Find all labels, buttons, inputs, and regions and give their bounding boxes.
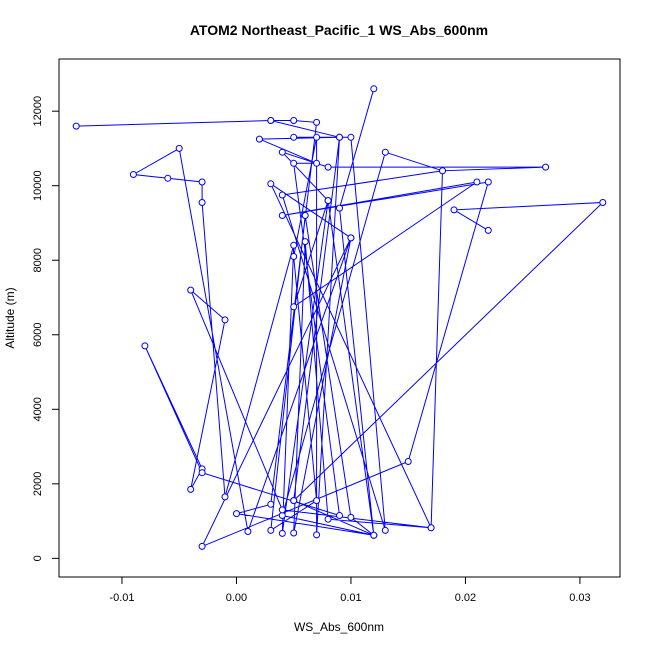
data-point	[313, 159, 321, 167]
data-point	[336, 512, 343, 519]
data-point	[267, 526, 275, 534]
x-axis: -0.01 0.00 0.01 0.02 0.03	[109, 577, 591, 604]
y-tick-label: 12000	[32, 96, 44, 127]
x-tick-label: 0.02	[455, 592, 476, 604]
data-point	[347, 513, 355, 521]
data-point	[324, 515, 332, 523]
data-point	[347, 234, 355, 242]
plot-frame	[58, 58, 621, 578]
data-point	[221, 493, 229, 501]
data-point	[381, 148, 389, 156]
data-point	[290, 497, 298, 505]
data-point	[198, 178, 206, 186]
data-point	[198, 469, 206, 477]
data-point	[221, 316, 229, 324]
data-point	[599, 199, 607, 206]
data-point	[187, 485, 195, 493]
data-point	[313, 531, 321, 539]
data-point	[301, 212, 309, 219]
data-point	[255, 135, 263, 143]
data-point	[404, 458, 412, 465]
data-point	[301, 238, 309, 246]
y-axis-label: Altitude (m)	[3, 287, 17, 348]
y-tick-label: 6000	[32, 323, 44, 347]
data-point	[267, 180, 275, 188]
data-point	[484, 226, 492, 234]
y-axis: 0 2000 4000 6000 8000 10000 12000	[32, 96, 59, 561]
data-point	[267, 500, 275, 508]
data-point	[290, 253, 298, 260]
data-point	[336, 133, 343, 141]
x-tick-label: 0.03	[569, 592, 590, 604]
data-point	[198, 542, 206, 550]
data-point	[313, 118, 321, 126]
data-point	[336, 204, 343, 212]
data-point	[267, 117, 275, 124]
data-point	[324, 197, 332, 205]
data-point	[313, 497, 321, 505]
data-point	[290, 159, 298, 167]
data-point	[278, 529, 286, 537]
data-point	[473, 178, 481, 186]
data-point	[313, 133, 321, 141]
data-point	[542, 163, 550, 171]
data-point	[187, 286, 195, 294]
data-point	[324, 163, 332, 171]
x-tick-label: 0.00	[226, 592, 247, 604]
data-point	[381, 526, 389, 534]
data-point	[72, 122, 80, 130]
data-point	[290, 241, 298, 249]
data-point	[290, 117, 298, 124]
y-tick-label: 0	[32, 555, 44, 561]
data-point	[370, 531, 378, 539]
chart-title: ATOM2 Northeast_Pacific_1 WS_Abs_600nm	[190, 22, 488, 38]
y-tick-label: 4000	[32, 397, 44, 421]
data-point	[129, 171, 137, 178]
x-axis-label: WS_Abs_600nm	[294, 620, 384, 634]
series-line	[76, 88, 605, 548]
data-point	[450, 206, 458, 214]
data-point	[244, 528, 252, 535]
x-tick-label: -0.01	[109, 592, 134, 604]
data-point	[370, 85, 378, 93]
data-point	[290, 529, 298, 537]
data-point	[278, 148, 286, 156]
data-point	[278, 512, 286, 519]
data-point	[164, 174, 172, 182]
y-tick-label: 8000	[32, 248, 44, 272]
data-point	[233, 510, 240, 518]
data-point	[439, 167, 446, 175]
data-point	[278, 506, 286, 514]
data-points	[72, 85, 607, 550]
data-point	[427, 524, 435, 532]
data-point	[141, 342, 149, 350]
data-point	[484, 178, 492, 186]
y-tick-label: 10000	[32, 170, 44, 201]
x-tick-label: 0.01	[340, 592, 361, 604]
y-tick-label: 2000	[32, 472, 44, 496]
data-point	[347, 133, 355, 141]
data-point	[198, 199, 206, 206]
data-point	[278, 212, 286, 219]
data-point	[290, 303, 298, 311]
data-point	[175, 144, 183, 152]
data-point	[290, 133, 298, 141]
data-point	[278, 191, 286, 199]
